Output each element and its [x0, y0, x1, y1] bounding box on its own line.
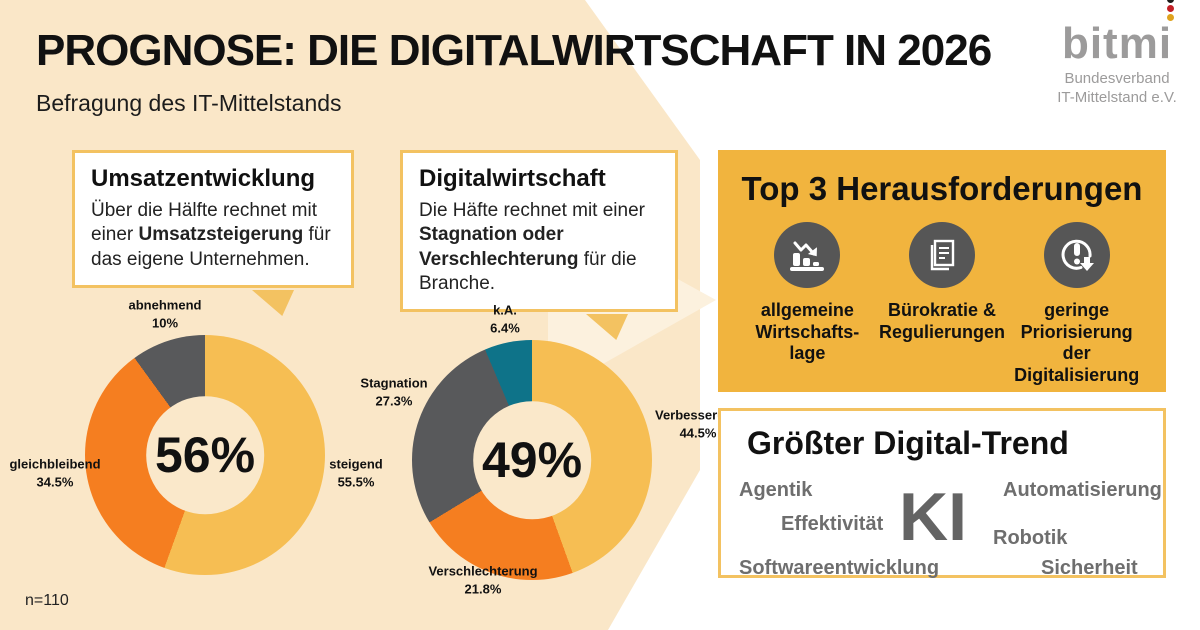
trend-word-agentik: Agentik [739, 479, 813, 501]
callout-text-before: Über die Hälfte rechnet mit einer [91, 200, 317, 246]
trend-word-robotik: Robotik [993, 527, 1068, 549]
documents-icon [909, 222, 975, 288]
callout-text-after: für das eigene Unternehmen. [91, 224, 331, 270]
callout-text: Über die Hälfte rechnet mit einer Umsatz… [91, 199, 335, 272]
trend-word-automatisierung: Automatisierung [1003, 479, 1162, 501]
bitmi-logo-flag-dots [1167, 0, 1175, 21]
callout-title: Umsatzentwicklung [91, 165, 316, 192]
page-subtitle: Befragung des IT-Mittelstands [36, 90, 342, 116]
top3-challenges-panel: Top 3 Herausforderungen allgemeine Wirts… [718, 150, 1166, 392]
donut-center-value: 56% [154, 427, 256, 483]
slice-label-stagnation: Stagnation 27.3% [360, 375, 428, 408]
bitmi-logo: bitmi Bundesverband IT-Mittelstand e.V. [1042, 0, 1192, 108]
declining-chart-icon [774, 222, 841, 288]
callout-text: Die Häfte rechnet mit einer Stagnation o… [419, 199, 659, 296]
trend-word-softwareentwicklung: Softwareentwicklung [739, 557, 940, 579]
trend-word-effektivitaet: Effektivität [781, 513, 884, 535]
logo-subline-1: Bundesverband [1064, 70, 1170, 87]
callout-text-after: für die Branche. [419, 248, 637, 294]
page-title: PROGNOSE: DIE DIGITALWIRTSCHAFT IN 2026 [36, 26, 992, 75]
bitmi-logo-subline: Bundesverband IT-Mittelstand e.V. [1042, 70, 1192, 108]
donut-chart-digitalwirtschaft: 49% k.A. 6.4% Verbesserung 44.5% Stagnat… [360, 302, 741, 596]
callout-text-bold: Stagnation oder Verschlechterung [419, 224, 579, 270]
sample-size-note: n=110 [25, 592, 69, 609]
slice-label-steigend: steigend 55.5% [329, 456, 383, 489]
donut-hole: 49% [473, 401, 591, 519]
donut-ring: 49% [412, 340, 652, 580]
donut-chart-umsatzentwicklung: 56% abnehmend 10% steigend 55.5% gleichb… [9, 297, 383, 575]
challenge-item-priorisierung: geringe Priorisierung der Digitalisierun… [1009, 222, 1144, 386]
donut-ring: 56% [85, 335, 325, 575]
slice-label-ka: k.A. 6.4% [490, 302, 520, 335]
challenge-label: geringe Priorisierung der Digitalisierun… [1014, 300, 1140, 385]
donut-hole: 56% [146, 396, 264, 514]
digital-trend-panel: Größter Digital-Trend Agentik Automatisi… [718, 408, 1166, 579]
callout-umsatzentwicklung: Umsatzentwicklung Über die Hälfte rechne… [72, 150, 354, 288]
bitmi-logo-text: bitmi [1061, 19, 1173, 68]
challenge-label: Bürokratie & Regulierungen [879, 300, 1006, 342]
challenge-item-buerokratie: Bürokratie & Regulierungen [875, 222, 1010, 386]
challenge-item-wirtschaftslage: allgemeine Wirtschafts- lage [740, 222, 875, 386]
donut-center-value: 49% [481, 432, 583, 488]
alert-priority-down-icon [1043, 222, 1110, 288]
trend-word-ki: KI [899, 479, 967, 555]
slice-label-verschlechterung: Verschlechterung 21.8% [428, 563, 538, 596]
callout-text-before: Die Häfte rechnet mit einer [419, 200, 645, 221]
callout-text-bold: Umsatzsteigerung [138, 224, 304, 246]
top3-title: Top 3 Herausforderungen [741, 170, 1143, 207]
slice-label-gleichbleibend: gleichbleibend 34.5% [9, 456, 101, 489]
challenge-label: allgemeine Wirtschafts- lage [755, 300, 860, 364]
callout-digitalwirtschaft: Digitalwirtschaft Die Häfte rechnet mit … [400, 150, 678, 312]
slice-label-abnehmend: abnehmend 10% [128, 297, 202, 330]
bitmi-logo-wordmark: bitmi [1061, 0, 1175, 68]
callout-title: Digitalwirtschaft [419, 165, 606, 192]
trend-word-sicherheit: Sicherheit [1041, 557, 1138, 579]
logo-subline-2: IT-Mittelstand e.V. [1057, 88, 1177, 106]
trend-title: Größter Digital-Trend [747, 425, 1069, 461]
